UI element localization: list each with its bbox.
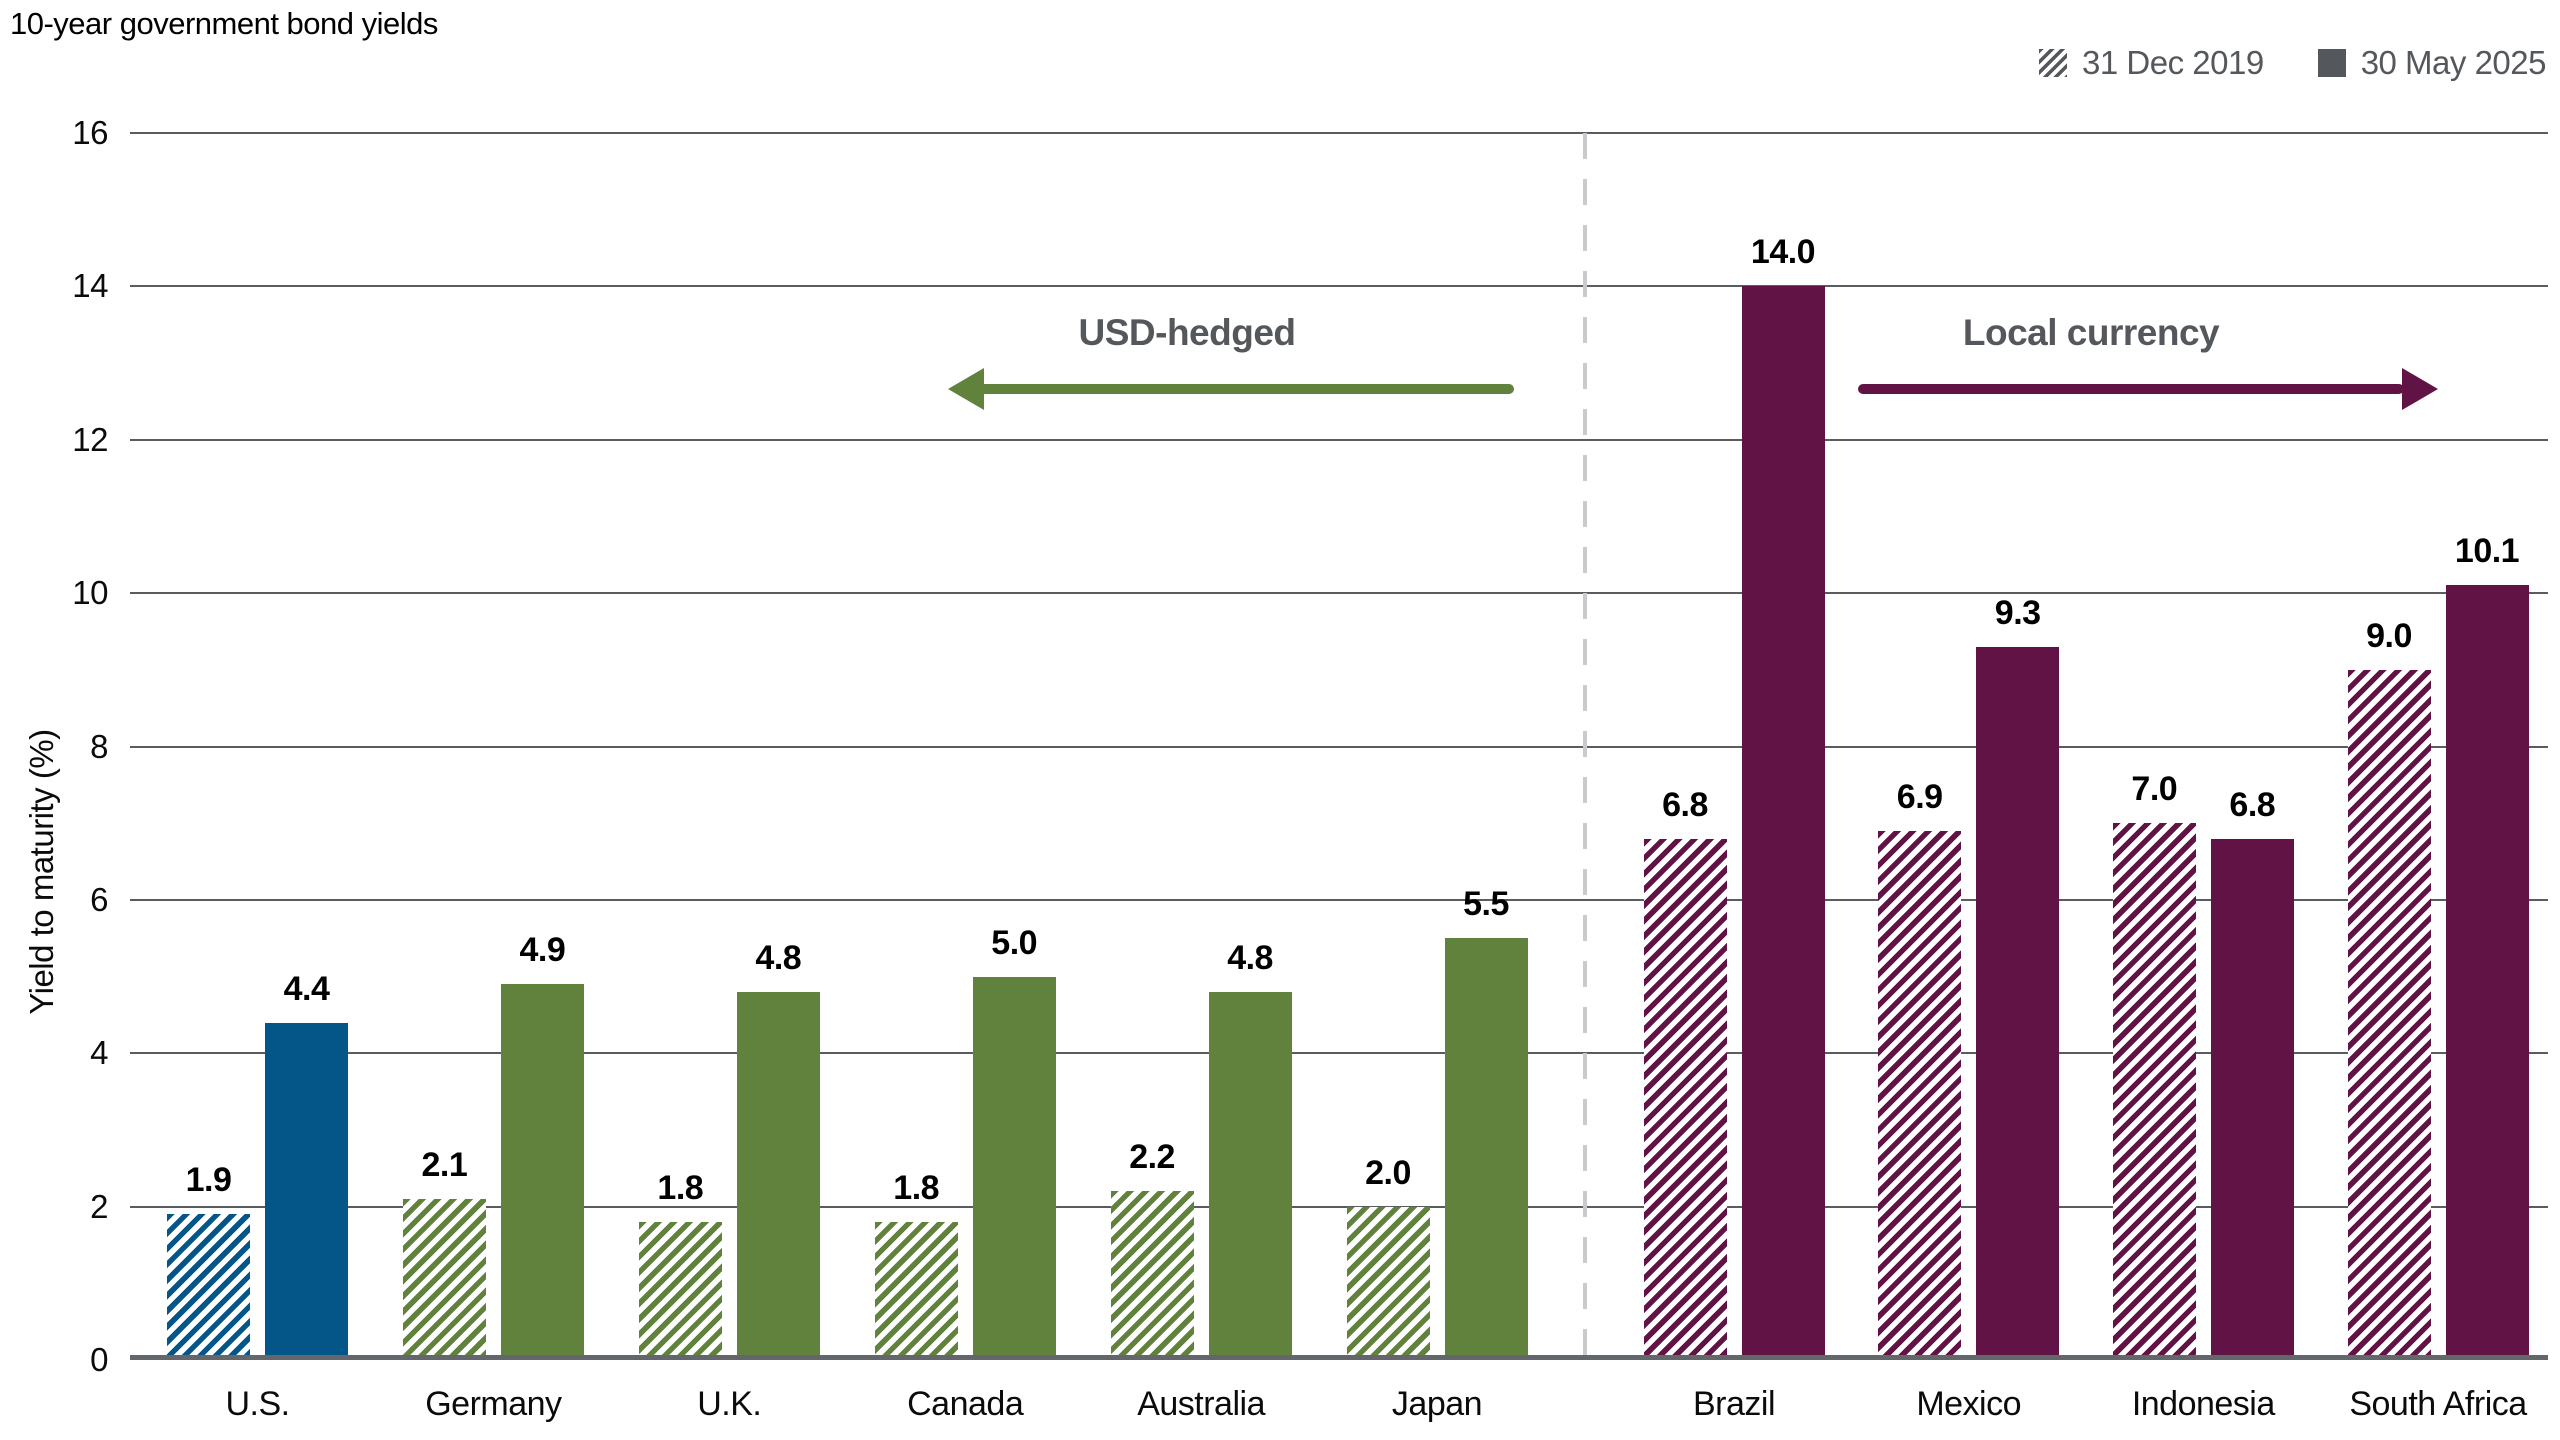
y-tick-label-10: 10 xyxy=(72,574,108,612)
bar-mexico-2025-solid xyxy=(1976,646,2060,1360)
gridline-10 xyxy=(130,592,2548,595)
bar-brazil-2019-hatched xyxy=(1643,838,1727,1360)
usd-hedged-annotation: USD-hedged xyxy=(1078,312,1297,353)
category-label-brazil: Brazil xyxy=(1692,1385,1776,1423)
bar-brazil-2025-solid xyxy=(1741,286,1825,1360)
value-label-indonesia-2019: 7.0 xyxy=(2131,770,2178,809)
category-label-u-s: U.S. xyxy=(225,1385,290,1423)
y-tick-label-16: 16 xyxy=(72,114,108,151)
value-label-australia-2019: 2.2 xyxy=(1129,1138,1175,1177)
value-label-u-s-2019: 1.9 xyxy=(185,1161,232,1200)
bar-japan-2025-solid xyxy=(1444,938,1528,1360)
value-label-canada-2025: 5.0 xyxy=(991,923,1038,962)
legend: 31 Dec 2019 30 May 2025 xyxy=(2039,44,2547,82)
legend-label-2019: 31 Dec 2019 xyxy=(2082,44,2264,81)
gridline-4 xyxy=(130,1052,2548,1055)
value-label-u-k-2025: 4.8 xyxy=(755,938,802,977)
value-label-south-africa-2025: 10.1 xyxy=(2454,532,2520,571)
y-tick-label-12: 12 xyxy=(72,420,108,458)
y-tick-label-6: 6 xyxy=(90,880,108,918)
bar-indonesia-2025-solid xyxy=(2210,838,2294,1360)
value-label-south-africa-2019: 9.0 xyxy=(2366,616,2412,655)
category-label-germany: Germany xyxy=(425,1385,562,1423)
y-tick-label-8: 8 xyxy=(90,727,108,765)
solid-swatch-icon xyxy=(2317,49,2346,77)
legend-item-2019: 31 Dec 2019 xyxy=(2039,44,2264,82)
legend-label-2025: 30 May 2025 xyxy=(2360,44,2547,81)
bar-u-s-2019-hatched xyxy=(167,1214,250,1360)
local-currency-annotation: Local currency xyxy=(1962,312,2220,353)
value-label-australia-2025: 4.8 xyxy=(1227,938,1273,977)
gridline-14 xyxy=(130,285,2548,288)
y-tick-label-4: 4 xyxy=(90,1034,108,1072)
category-label-australia: Australia xyxy=(1137,1385,1265,1423)
bar-u-k-2025-solid xyxy=(736,991,820,1360)
value-label-indonesia-2025: 6.8 xyxy=(2229,785,2276,824)
gridline-2 xyxy=(130,1205,2548,1208)
value-label-germany-2025: 4.9 xyxy=(519,931,566,970)
gridline-12 xyxy=(130,438,2548,441)
value-label-japan-2019: 2.0 xyxy=(1365,1153,1411,1192)
value-label-u-k-2019: 1.8 xyxy=(657,1168,704,1207)
bar-u-s-2025-solid xyxy=(265,1022,348,1360)
category-label-japan: Japan xyxy=(1391,1385,1483,1423)
bar-germany-2019-hatched xyxy=(402,1198,486,1360)
y-tick-label-0: 0 xyxy=(90,1341,108,1378)
bar-mexico-2019-hatched xyxy=(1878,830,1962,1360)
value-label-mexico-2019: 6.9 xyxy=(1896,777,1943,816)
category-label-u-k: U.K. xyxy=(697,1385,762,1423)
category-label-canada: Canada xyxy=(907,1385,1024,1423)
gridline-8 xyxy=(130,745,2548,748)
category-label-indonesia: Indonesia xyxy=(2131,1385,2275,1423)
category-label-south-africa: South Africa xyxy=(2349,1385,2527,1423)
y-tick-label-14: 14 xyxy=(72,267,108,305)
bar-australia-2019-hatched xyxy=(1110,1191,1194,1360)
value-label-brazil-2019: 6.8 xyxy=(1662,785,1708,824)
bar-germany-2025-solid xyxy=(500,984,584,1360)
y-tick-label-2: 2 xyxy=(90,1187,108,1225)
y-axis-title: Yield to maturity (%) xyxy=(23,729,60,1015)
bar-indonesia-2019-hatched xyxy=(2112,823,2196,1360)
bar-canada-2019-hatched xyxy=(874,1221,958,1360)
value-label-brazil-2025: 14.0 xyxy=(1750,233,1816,272)
bar-south-africa-2025-solid xyxy=(2445,585,2529,1360)
category-label-mexico: Mexico xyxy=(1916,1385,2022,1423)
value-label-canada-2019: 1.8 xyxy=(893,1168,940,1207)
plot-area: 0 2 4 6 8 10 12 14 16 1.9 4.4 U.S. 2.1 4.9 Germany 1.8 4… xyxy=(72,114,2548,1423)
value-label-japan-2025: 5.5 xyxy=(1463,885,1509,924)
bar-u-k-2019-hatched xyxy=(638,1221,722,1360)
value-label-u-s-2025: 4.4 xyxy=(283,969,330,1008)
gridline-16 xyxy=(130,132,2548,134)
legend-item-2025: 30 May 2025 xyxy=(2317,44,2547,82)
chart-title: 10-year government bond yields xyxy=(10,6,438,41)
bar-japan-2019-hatched xyxy=(1346,1206,1430,1360)
section-divider-dashed-line xyxy=(1583,133,1587,1360)
bar-australia-2025-solid xyxy=(1208,991,1292,1360)
value-label-mexico-2025: 9.3 xyxy=(1994,593,2041,632)
gridline-6 xyxy=(130,898,2548,901)
hatched-swatch-icon xyxy=(2039,49,2068,77)
value-label-germany-2019: 2.1 xyxy=(421,1145,468,1184)
bar-canada-2025-solid xyxy=(972,976,1056,1360)
x-axis-baseline xyxy=(130,1355,2548,1360)
bar-south-africa-2019-hatched xyxy=(2347,669,2431,1360)
